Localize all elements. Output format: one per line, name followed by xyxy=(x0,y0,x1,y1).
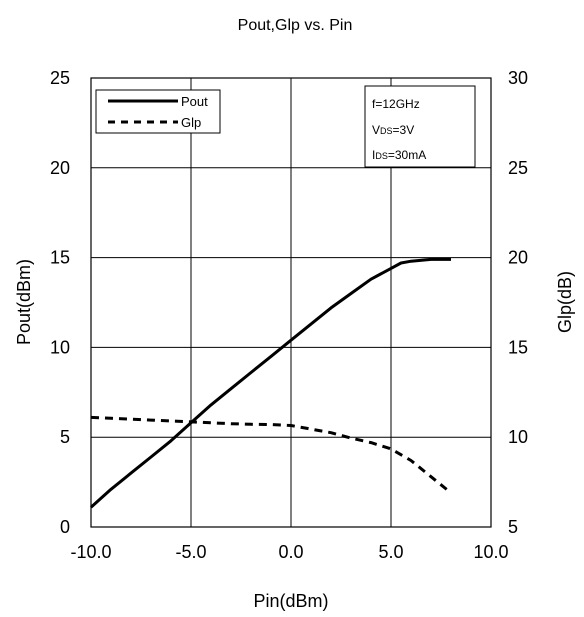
x-tick-label: 0.0 xyxy=(278,542,303,562)
legend: Pout Glp xyxy=(95,89,221,134)
conditions-box: f=12GHz VDS=3V IDS=30mA xyxy=(364,85,476,168)
legend-glp-label: Glp xyxy=(181,115,201,130)
y-tick-label: 10 xyxy=(50,337,70,357)
y-tick-label: 0 xyxy=(60,517,70,537)
x-tick-label: -10.0 xyxy=(70,542,111,562)
condition-ids: IDS=30mA xyxy=(372,148,426,162)
chart-title: Pout,Glp vs. Pin xyxy=(238,17,353,34)
y2-tick-label: 30 xyxy=(508,68,528,88)
y-tick-label: 20 xyxy=(50,158,70,178)
y-tick-label: 25 xyxy=(50,68,70,88)
legend-box xyxy=(95,89,221,134)
conditions-frame xyxy=(364,85,476,168)
y2-tick-label: 25 xyxy=(508,158,528,178)
plot-area-frame xyxy=(90,77,492,528)
x-axis-label: Pin(dBm) xyxy=(253,591,328,611)
y2-tick-label: 15 xyxy=(508,337,528,357)
series-line-pout xyxy=(89,257,451,509)
y2-axis-label: Glp(dB) xyxy=(555,271,575,333)
condition-vds: VDS=3V xyxy=(372,123,414,137)
x-tick-label: 5.0 xyxy=(378,542,403,562)
legend-pout-label: Pout xyxy=(181,94,208,109)
condition-frequency: f=12GHz xyxy=(372,97,420,111)
y-tick-label: 15 xyxy=(50,248,70,268)
x-tick-label: -5.0 xyxy=(175,542,206,562)
series-group xyxy=(89,257,452,509)
y-axis-label: Pout(dBm) xyxy=(14,259,34,345)
y2-tick-label: 20 xyxy=(508,248,528,268)
series-line-glp xyxy=(90,415,452,495)
y2-tick-label: 10 xyxy=(508,427,528,447)
x-tick-label: 10.0 xyxy=(473,542,508,562)
y2-tick-label: 5 xyxy=(508,517,518,537)
tick-labels: -10.0 -5.0 0.0 5.0 10.0 0 5 10 15 20 25 5 10 15 20 25 30 xyxy=(50,68,528,562)
y-tick-label: 5 xyxy=(60,427,70,447)
